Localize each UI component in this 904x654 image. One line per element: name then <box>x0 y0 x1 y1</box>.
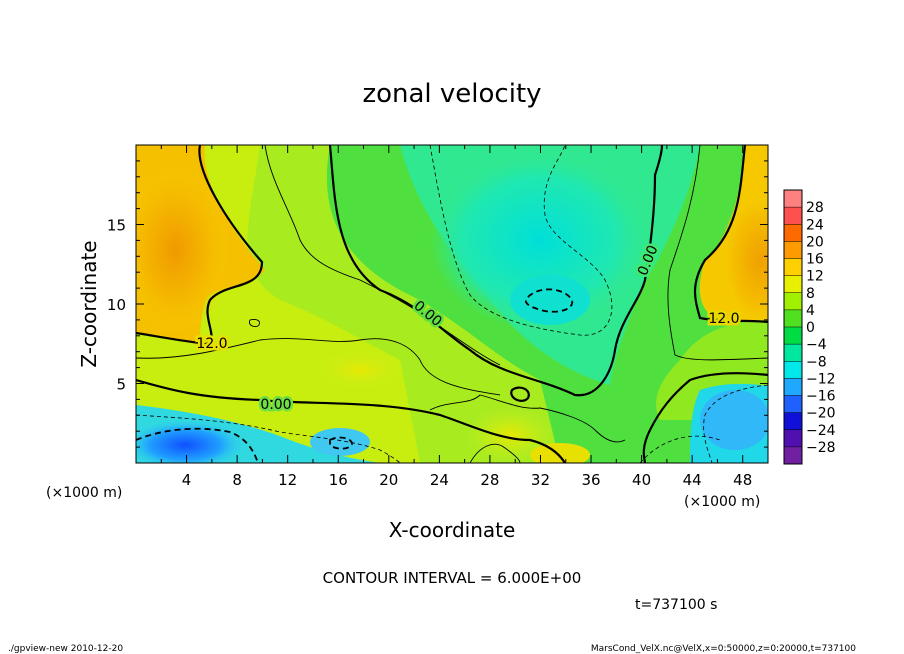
colorbar-tick-label: 28 <box>806 200 824 216</box>
x-tick-label: 4 <box>182 471 192 489</box>
plot-area: 0.00 0.00 0.00 12.0 12.0 <box>136 145 768 463</box>
colorbar-swatch <box>784 429 802 448</box>
x-tick-label: 36 <box>581 471 600 489</box>
x-tick-label: 24 <box>430 471 449 489</box>
colorbar-tick-label: 20 <box>806 234 824 250</box>
colorbar-tick-label: 16 <box>806 252 824 268</box>
colorbar-swatch <box>784 344 802 362</box>
y-tick-label: 5 <box>116 376 126 394</box>
contour-label: 12.0 <box>196 336 227 352</box>
colorbar-tick-label: 4 <box>806 303 815 319</box>
colorbar-tick-label: −12 <box>806 371 836 387</box>
footer-left: ./gpview-new 2010-12-20 <box>8 644 123 654</box>
x-axis-label: X-coordinate <box>389 518 516 542</box>
y-axis: 5 10 15 <box>107 160 768 448</box>
colorbar-swatch <box>784 309 802 328</box>
x-tick-label: 20 <box>379 471 398 489</box>
colorbar-tick-label: −4 <box>806 337 827 353</box>
x-tick-label: 12 <box>278 471 297 489</box>
x-axis: 4 8 12 16 20 24 28 32 36 40 44 48 <box>160 145 752 489</box>
x-tick-label: 40 <box>632 471 651 489</box>
contour-labels: 0.00 0.00 0.00 12.0 12.0 <box>194 241 742 416</box>
colorbar-swatch <box>784 275 802 294</box>
y-axis-label: Z-coordinate <box>77 240 101 367</box>
colorbar-tick-label: −20 <box>806 406 836 422</box>
colorbar-swatch <box>784 327 802 345</box>
time-label: t=737100 s <box>635 597 717 613</box>
x-units-right: (×1000 m) <box>684 494 760 510</box>
colorbar-tick-label: 0 <box>806 320 815 336</box>
colorbar-swatch <box>784 361 802 379</box>
colorbar-swatch <box>784 446 802 465</box>
colorbar-tick-label: −16 <box>806 389 836 405</box>
x-tick-label: 32 <box>531 471 550 489</box>
colorbar-swatch <box>784 190 802 208</box>
chart-title: zonal velocity <box>362 79 541 109</box>
y-tick-label: 15 <box>107 217 126 235</box>
footer-right: MarsCond_VelX.nc@VelX,x=0:50000,z=0:2000… <box>591 644 856 654</box>
x-tick-label: 8 <box>232 471 242 489</box>
colorbar-swatch <box>784 258 802 277</box>
x-tick-label: 28 <box>480 471 499 489</box>
y-tick-label: 10 <box>107 296 126 314</box>
colorbar-tick-label: 24 <box>806 217 824 233</box>
contour-interval: CONTOUR INTERVAL = 6.000E+00 <box>323 569 582 587</box>
colorbar-tick-label: −28 <box>806 440 836 456</box>
contour-label: 12.0 <box>708 311 739 327</box>
colorbar-swatch <box>784 292 802 311</box>
colorbar-swatch <box>784 412 802 431</box>
contour-label: 0.00 <box>260 397 291 413</box>
colorbar-tick-label: −8 <box>806 354 827 370</box>
colorbar-tick-label: 8 <box>806 286 815 302</box>
colorbar-swatch <box>784 395 802 414</box>
x-tick-label: 44 <box>683 471 702 489</box>
colorbar-tick-label: 12 <box>806 269 824 285</box>
x-tick-label: 16 <box>329 471 348 489</box>
colorbar-tick-label: −24 <box>806 423 836 439</box>
colorbar-swatch <box>784 241 802 259</box>
colorbar-swatch <box>784 224 802 242</box>
colorbar-swatch <box>784 378 802 396</box>
colorbar-swatch <box>784 207 802 225</box>
x-units-left: (×1000 m) <box>46 485 122 501</box>
x-tick-label: 48 <box>733 471 752 489</box>
